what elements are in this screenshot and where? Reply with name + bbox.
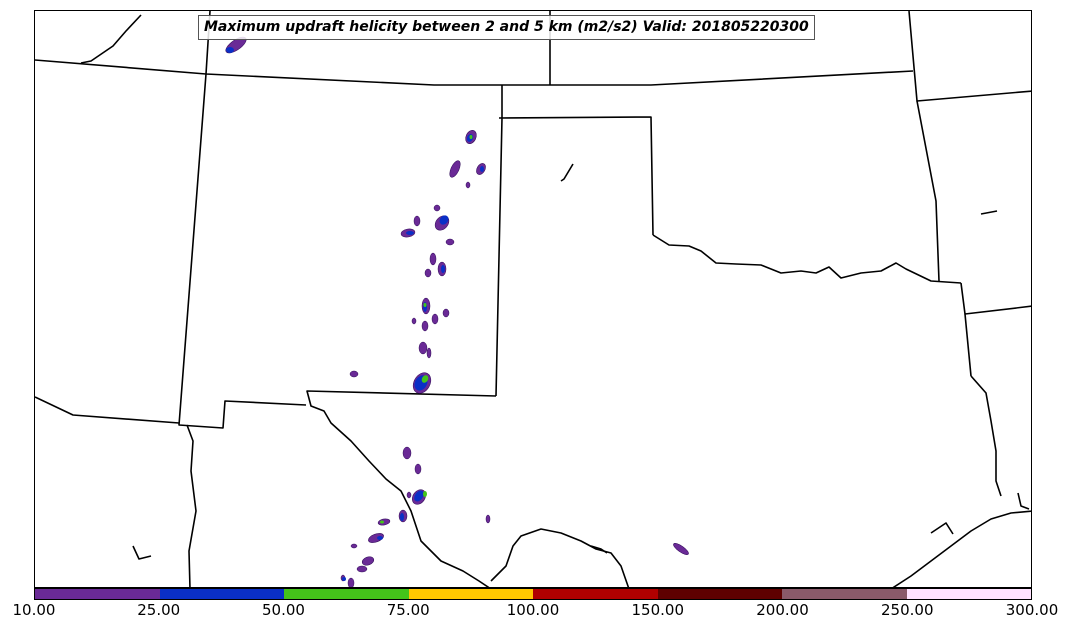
border-co-north — [35, 59, 914, 86]
helicity-swaths — [225, 36, 689, 587]
border-tx-west — [306, 390, 497, 587]
border-rio-grande — [490, 528, 630, 587]
border-co-east — [495, 85, 503, 397]
lake-wy — [80, 14, 142, 64]
border-red-river — [652, 234, 962, 284]
colorbar-tick-label: 250.00 — [881, 601, 934, 619]
colorbar-segment-4 — [533, 589, 658, 599]
lake-mo — [980, 210, 998, 215]
map-title: Maximum updraft helicity between 2 and 5… — [198, 15, 815, 40]
border-co-west — [178, 11, 307, 429]
border-ar-la — [960, 282, 1031, 315]
lake-ok — [560, 163, 574, 182]
border-ks-east — [908, 11, 1031, 102]
colorbar-tick-label: 200.00 — [756, 601, 809, 619]
colorbar-tick-label: 150.00 — [631, 601, 685, 619]
colorbar-tick-label: 75.00 — [386, 601, 430, 619]
coastline-la — [970, 375, 1002, 497]
coastline-gulf — [892, 510, 1031, 587]
colorbar — [34, 588, 1032, 600]
lake-az — [132, 545, 152, 560]
lake-rg — [590, 545, 608, 554]
colorbar-tick-label: 50.00 — [262, 601, 305, 619]
colorbar-segment-6 — [782, 589, 907, 599]
colorbar-segment-0 — [35, 589, 160, 599]
colorbar-segment-3 — [408, 589, 533, 599]
colorbar-segment-5 — [657, 589, 782, 599]
map-canvas — [35, 11, 1031, 587]
colorbar-tick-label: 300.00 — [1005, 601, 1059, 619]
map-panel — [34, 10, 1032, 588]
colorbar-tick-label: 10.00 — [12, 601, 56, 619]
colorbar-tick-label: 25.00 — [137, 601, 181, 619]
state-borders — [35, 11, 1031, 587]
border-az-nm — [186, 424, 197, 587]
border-la-tx — [964, 313, 972, 377]
border-ca-az — [35, 396, 180, 424]
border-ok-north — [498, 116, 654, 236]
colorbar-tick-label: 100.00 — [506, 601, 560, 619]
border-mo-ok — [916, 100, 940, 282]
colorbar-segment-7 — [906, 589, 1031, 599]
lake-tx-south — [930, 522, 954, 535]
bay-tx — [1017, 492, 1030, 510]
colorbar-segment-2 — [284, 589, 409, 599]
colorbar-segment-1 — [159, 589, 284, 599]
